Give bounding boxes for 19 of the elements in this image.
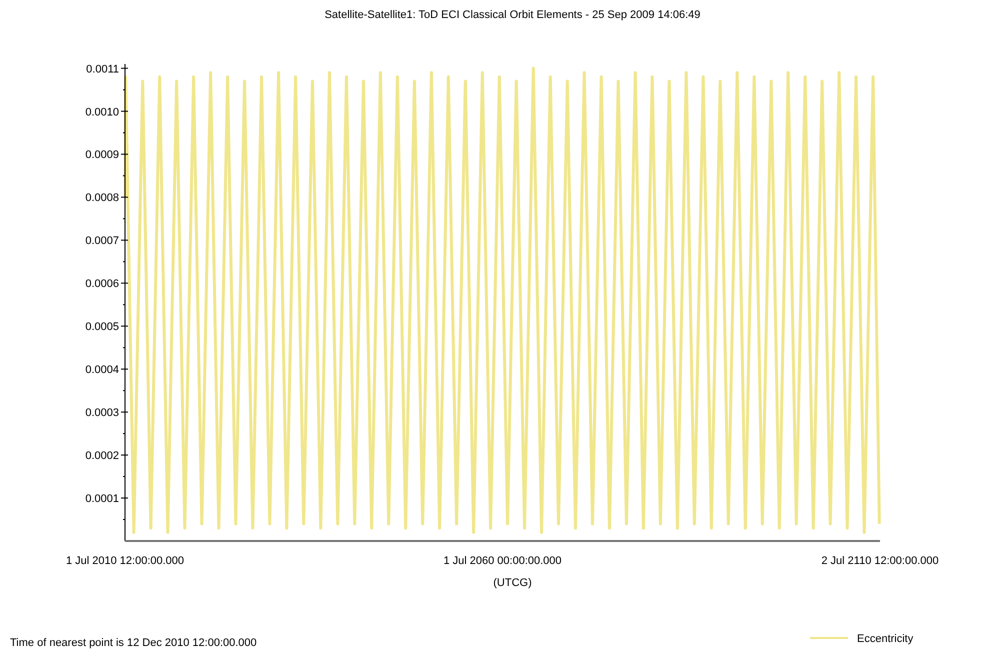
chart-title: Satellite-Satellite1: ToD ECI Classical Orbit Elements - 25 Sep 2009 14:06:49 [324,9,700,21]
y-tick-label: 0.0007 [85,235,119,248]
text: Time of nearest point is 12 Dec 2010 12:00:00.000 [10,637,257,649]
y-tick-label: 0.0002 [85,450,119,462]
y-tick-label: 0.0011 [86,63,119,76]
y-tick-label: 0.0009 [85,149,119,162]
x-tick-label: 1 Jul 2060 00:00:00.000 [443,555,562,567]
y-tick-label: 0.0001 [85,493,119,506]
x-axis-title: (UTCG) [493,577,532,589]
y-tick-label: 0.0005 [85,321,119,334]
y-tick-label: 0.0010 [85,106,119,118]
y-tick-label: 0.0008 [85,192,119,204]
y-tick-label: 0.0003 [85,407,119,420]
legend-label: Eccentricity [857,633,914,645]
x-tick-label: 1 Jul 2010 12:00:00.000 [66,555,184,567]
y-tick-label: 0.0004 [85,364,119,376]
x-tick-label: 2 Jul 2110 12:00:00.000 [821,555,939,567]
y-tick-label: 0.0006 [85,278,119,290]
line-series [124,66,881,534]
